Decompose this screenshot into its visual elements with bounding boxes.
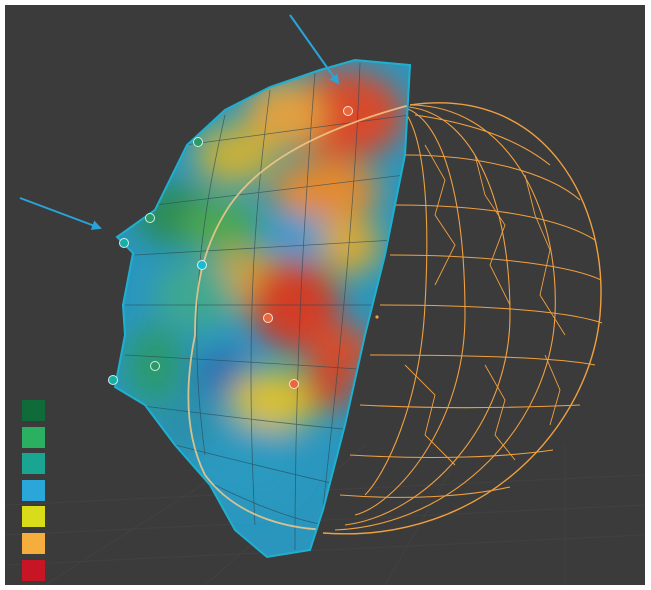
annotation-arrows [19, 14, 340, 230]
landmark-point[interactable] [343, 106, 353, 116]
legend-swatch [22, 506, 45, 528]
legend-swatch [22, 426, 45, 448]
landmark-point[interactable] [193, 137, 203, 147]
landmark-point[interactable] [119, 238, 129, 248]
color-legend [22, 400, 45, 585]
3d-viewport[interactable] [5, 5, 645, 585]
legend-swatch [22, 453, 45, 475]
landmark-point[interactable] [197, 260, 207, 270]
face-mesh[interactable] [105, 55, 425, 565]
landmark-point[interactable] [289, 379, 299, 389]
landmark-point[interactable] [263, 313, 273, 323]
legend-swatch [22, 559, 45, 581]
landmark-point[interactable] [108, 375, 118, 385]
arrow-down-right-icon [19, 197, 102, 230]
face-mesh-outline [113, 58, 412, 559]
legend-swatch [22, 532, 45, 554]
legend-swatch [22, 400, 45, 421]
legend-swatch [22, 479, 45, 501]
landmark-point[interactable] [145, 213, 155, 223]
profile-curve [187, 104, 410, 531]
landmark-point[interactable] [150, 361, 160, 371]
landmarks[interactable] [108, 106, 353, 389]
wireframe-sphere [322, 102, 603, 535]
viewport-canvas[interactable] [5, 5, 645, 585]
arrow-down-right-icon [289, 14, 340, 85]
